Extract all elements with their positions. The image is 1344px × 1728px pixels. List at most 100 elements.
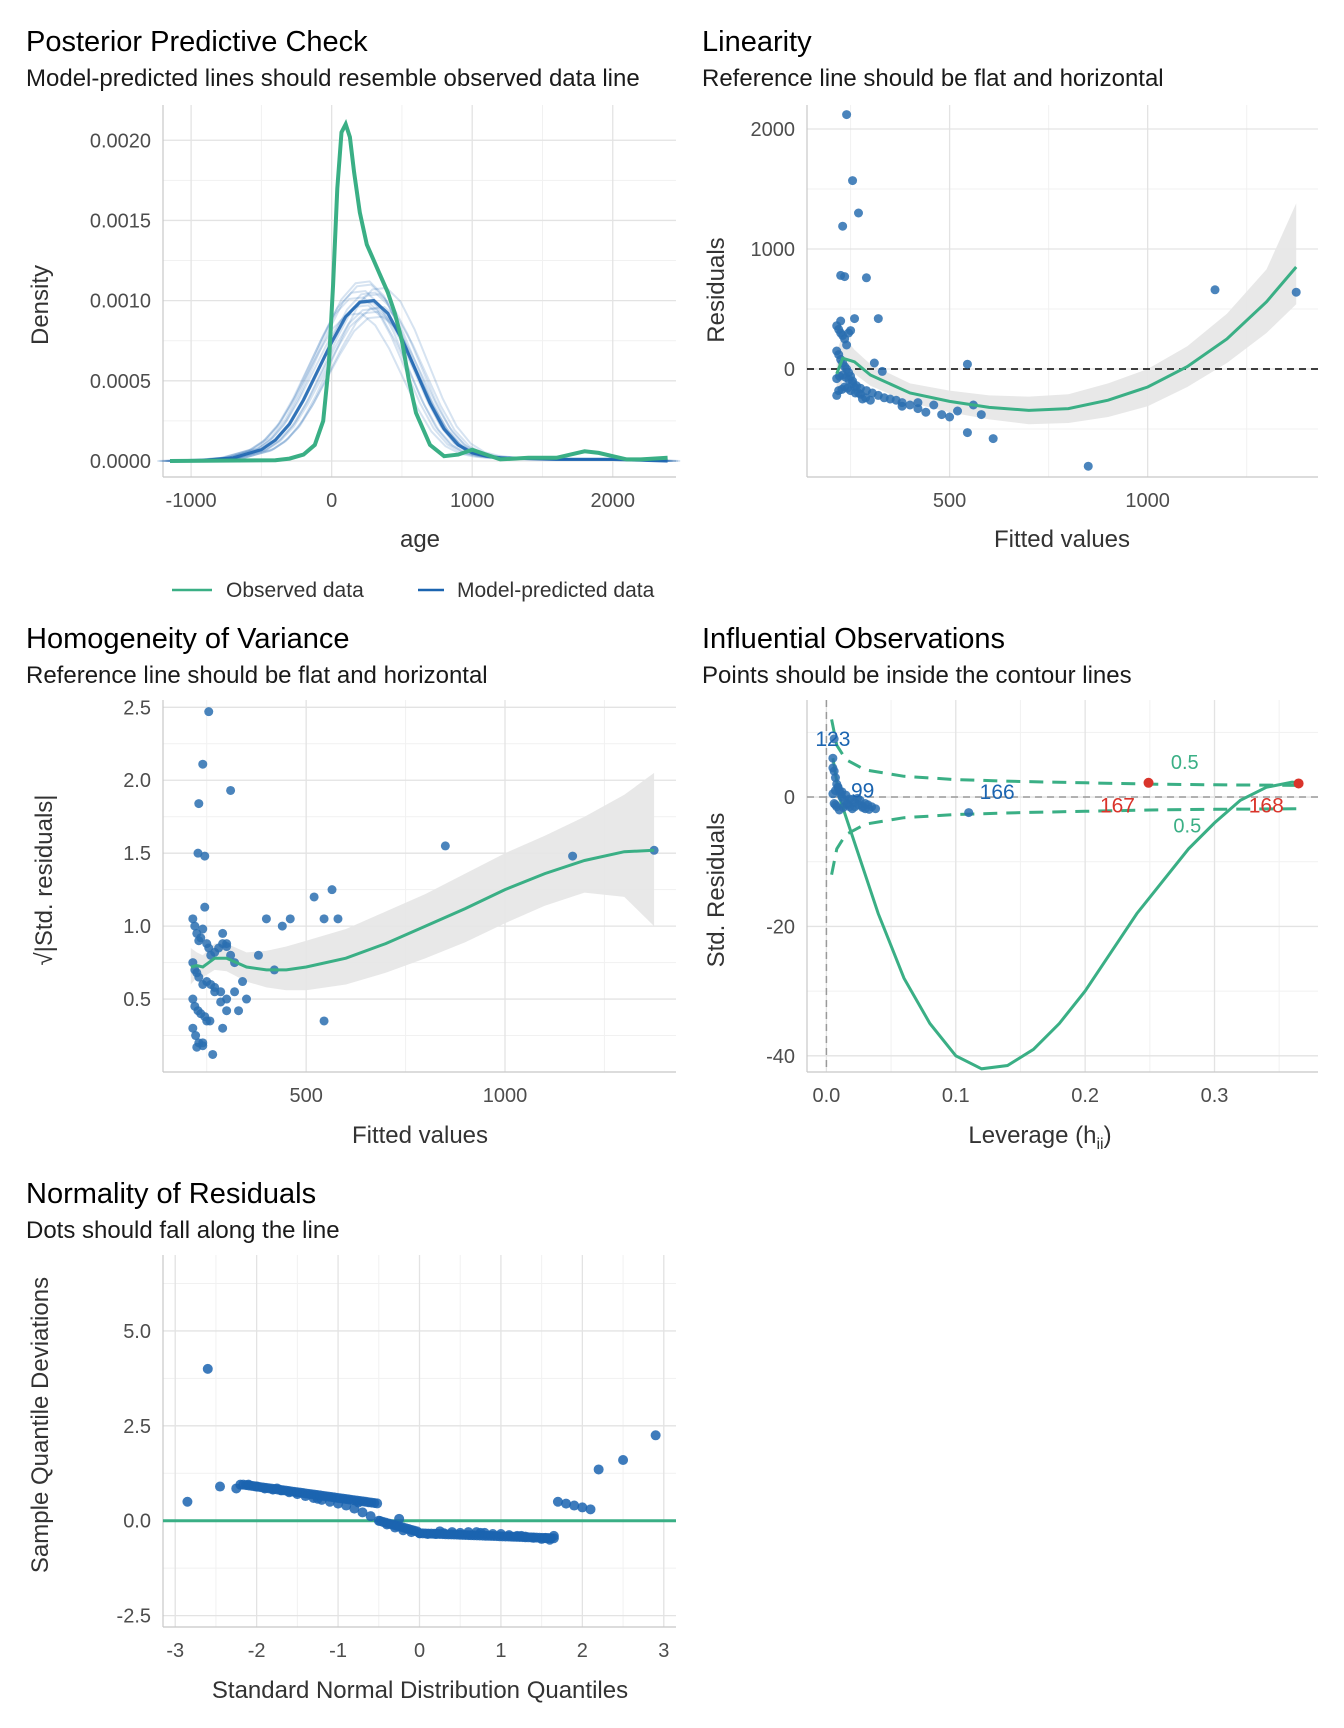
linearity-point [842,340,852,350]
linearity-point [976,410,986,420]
ppc-predicted-draw-line [157,312,655,462]
ppc-x-tick-label: 2000 [591,490,636,512]
ppc-panel: Posterior Predictive Check Model-predict… [26,26,681,602]
linearity-y-tick-label: 2000 [751,119,796,141]
influential-plot-area: 0.0 0.1 0.2 0.3 -40 -20 0 123 99 166 167 168 0.5 0.5 [766,700,1318,1107]
linearity-x-tick-label: 500 [933,490,966,512]
normality-point [202,1363,213,1374]
normality-point [569,1500,580,1511]
influential-point-label: 99 [851,780,874,803]
normality-x-tick-label: -1 [329,1640,347,1662]
ppc-plot-area: -1000 0 1000 2000 0.0000 0.0005 0.0010 0.0015 0.… [90,105,681,512]
homogeneity-point [649,845,659,855]
homogeneity-point [218,1023,228,1033]
homogeneity-point [218,928,228,938]
linearity-point [921,407,931,417]
homogeneity-x-tick-label: 1000 [483,1085,528,1107]
influential-contour-label: 0.5 [1173,816,1201,838]
influential-ylabel: Std. Residuals [703,813,730,968]
normality-y-tick-label: 5.0 [123,1321,151,1343]
ppc-y-tick-label: 0.0015 [90,210,151,232]
ppc-y-tick-label: 0.0005 [90,371,151,393]
ppc-y-tick-label: 0.0010 [90,291,151,313]
linearity-point [953,406,963,416]
influential-contour-upper [830,719,1306,787]
homogeneity-point [230,987,240,997]
legend-observed-label: Observed data [226,579,364,602]
normality-ylabel: Sample Quantile Deviations [27,1277,54,1573]
homogeneity-point [188,1023,198,1033]
homogeneity-point [440,841,450,851]
influential-point-label: 123 [815,728,850,751]
homogeneity-ylabel: √|Std. residuals| [31,794,58,965]
normality-x-tick-label: -2 [248,1640,266,1662]
legend-predicted-label: Model-predicted data [457,579,655,602]
homogeneity-point [226,785,236,795]
influential-point [852,793,862,803]
homogeneity-point [198,1038,208,1048]
linearity-smooth-line [835,266,1298,412]
linearity-point [848,176,858,186]
homogeneity-x-tick-label: 500 [289,1085,322,1107]
linearity-point [846,326,856,336]
normality-point [548,1533,559,1544]
influential-point-label: 168 [1249,794,1284,817]
influential-y-tick-label: 0 [784,787,795,809]
homogeneity-point [234,1006,244,1016]
homogeneity-smooth-line [190,848,655,972]
normality-y-tick-label: -2.5 [117,1606,151,1628]
homogeneity-xlabel: Fitted values [352,1122,488,1149]
linearity-point [840,272,850,282]
homogeneity-y-tick-label: 2.5 [123,697,151,719]
homogeneity-y-tick-label: 1.5 [123,843,151,865]
influential-smooth-line [831,757,1299,1071]
homogeneity-point [210,987,220,997]
influential-xlabel: Leverage (hii) [968,1122,1111,1153]
ppc-ylabel: Density [27,265,54,345]
influential-y-tick-label: -20 [766,916,795,938]
homogeneity-panel: Homogeneity of Variance Reference line s… [26,623,676,1149]
homogeneity-point [202,1016,212,1026]
homogeneity-point [204,707,214,717]
linearity-panel: Linearity Reference line should be flat … [702,26,1318,553]
linearity-point [988,434,998,444]
linearity-point [865,395,875,405]
ppc-x-tick-label: -1000 [166,490,217,512]
influential-point [829,734,839,744]
homogeneity-point [319,1016,329,1026]
linearity-point [1291,287,1301,297]
linearity-point [861,273,871,283]
normality-point [650,1430,661,1441]
normality-y-tick-label: 2.5 [123,1416,151,1438]
homogeneity-subtitle: Reference line should be flat and horizo… [26,662,488,689]
influential-highlight-point [1143,777,1154,788]
homogeneity-point [333,914,343,924]
influential-y-tick-label: -40 [766,1046,795,1068]
homogeneity-point [198,759,208,769]
influential-panel: Influential Observations Points should b… [702,623,1318,1153]
homogeneity-point [253,950,263,960]
homogeneity-point [285,914,295,924]
homogeneity-point [222,939,232,949]
linearity-y-tick-label: 1000 [751,239,796,261]
homogeneity-plot-area: 500 1000 0.5 1.0 1.5 2.0 2.5 [123,697,676,1107]
normality-y-tick-label: 0.0 [123,1511,151,1533]
homogeneity-point [188,994,198,1004]
linearity-xlabel: Fitted values [994,526,1130,553]
influential-contour-lower [830,807,1306,875]
homogeneity-point [261,914,271,924]
homogeneity-point [568,851,578,861]
normality-point [561,1498,572,1509]
linearity-point [1083,461,1093,471]
normality-subtitle: Dots should fall along the line [26,1217,340,1244]
homogeneity-point [194,972,204,982]
ppc-subtitle: Model-predicted lines should resemble ob… [26,65,640,92]
normality-plot-area: -3 -2 -1 0 1 2 3 -2.5 0.0 2.5 5.0 [117,1255,676,1662]
ppc-xlabel: age [400,526,440,553]
homogeneity-point [196,933,206,943]
linearity-plot-area: 500 1000 0 1000 2000 [751,105,1318,512]
influential-subtitle: Points should be inside the contour line… [702,662,1132,689]
influential-point [964,808,974,818]
ppc-observed-series-line [169,119,668,463]
